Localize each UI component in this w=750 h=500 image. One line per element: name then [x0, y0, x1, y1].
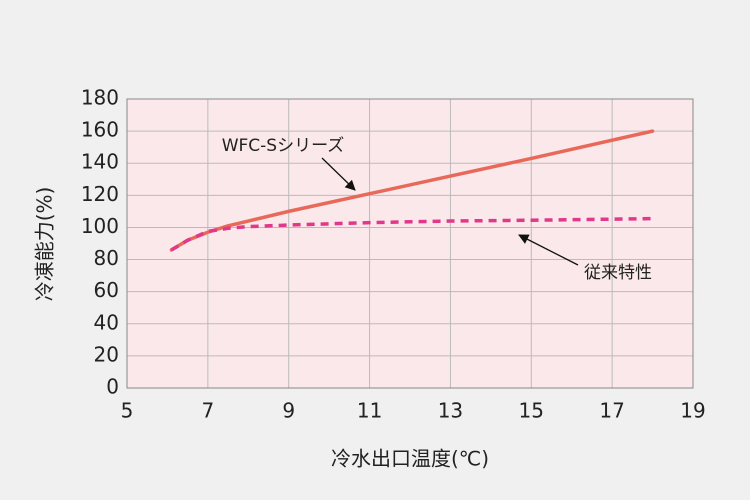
series-annotation: 従来特性: [584, 263, 652, 283]
y-tick-label: 20: [94, 342, 119, 366]
y-tick-label: 60: [94, 278, 119, 302]
annotation-arrow: [321, 157, 356, 191]
y-tick-label: 120: [81, 182, 119, 206]
x-axis-label: 冷水出口温度(℃): [331, 447, 489, 471]
y-tick-label: 100: [81, 214, 119, 238]
x-tick-label: 13: [438, 399, 463, 423]
series-line: [170, 216, 653, 252]
y-tick-label: 160: [81, 118, 119, 142]
y-tick-label: 140: [81, 150, 119, 174]
x-tick-label: 7: [201, 399, 214, 423]
x-tick-label: 19: [680, 399, 705, 423]
y-tick-label: 80: [94, 246, 119, 270]
y-axis-label: 冷凍能力(%): [33, 187, 57, 302]
y-tick-label: 180: [81, 86, 119, 110]
series-annotation: WFC-Sシリーズ: [222, 136, 345, 156]
plot-area: [127, 99, 693, 388]
annotation-arrow: [518, 234, 579, 266]
x-tick-label: 17: [599, 399, 624, 423]
y-tick-label: 40: [94, 310, 119, 334]
x-tick-label: 11: [357, 399, 382, 423]
plot-border: [126, 98, 694, 389]
x-tick-label: 5: [121, 399, 134, 423]
x-tick-label: 9: [282, 399, 295, 423]
x-tick-label: 15: [519, 399, 544, 423]
y-tick-label: 0: [106, 375, 119, 399]
